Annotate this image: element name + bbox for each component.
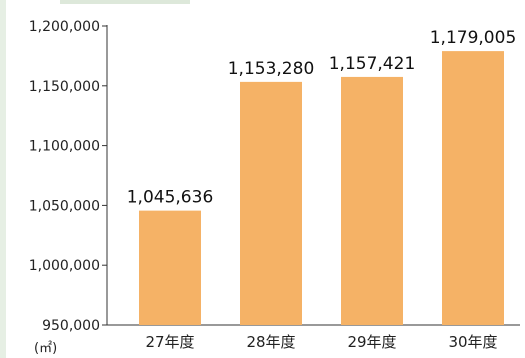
bars (139, 51, 504, 326)
x-category-label: 30年度 (448, 333, 497, 351)
x-category-label: 27年度 (145, 333, 194, 351)
y-tick-label: 1,050,000 (29, 198, 100, 214)
bar (341, 76, 403, 325)
x-category-label: 28年度 (246, 333, 295, 351)
bar-value-label: 1,153,280 (228, 59, 315, 79)
unit-label: (㎡) (34, 341, 57, 356)
x-category-label: 29年度 (347, 333, 396, 351)
y-tick-label: 950,000 (42, 318, 100, 334)
left-background-band (0, 0, 6, 358)
bar (139, 210, 201, 325)
bar-value-label: 1,179,005 (430, 28, 517, 48)
y-tick-label: 1,100,000 (29, 139, 100, 155)
bar-value-label: 1,045,636 (127, 188, 214, 208)
bar (442, 51, 504, 326)
y-axis: 950,000 1,000,000 1,050,000 1,100,000 1,150,… (29, 19, 520, 334)
category-labels: 27年度 28年度 29年度 30年度 (145, 333, 497, 351)
y-tick-label: 1,200,000 (29, 19, 100, 35)
y-tick-label: 1,150,000 (29, 79, 100, 95)
bar (240, 81, 302, 325)
data-labels: 1,045,636 1,153,280 1,157,421 1,179,005 (127, 28, 517, 208)
y-tick-label: 1,000,000 (29, 258, 100, 274)
bar-value-label: 1,157,421 (329, 54, 416, 74)
top-background-band (60, 0, 190, 4)
